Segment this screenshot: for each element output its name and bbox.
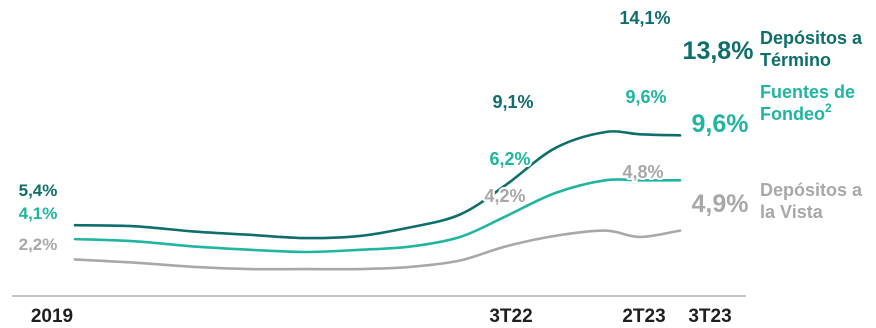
x-tick-label-2: 2T23 [622, 306, 665, 327]
data-label-fondeo-2: 9,6% [625, 87, 666, 107]
legend-termino: Depósitos a Término [760, 28, 863, 70]
data-label-fondeo-1: 6,2% [489, 149, 530, 169]
legend-fondeo: Fuentes de Fondeo2 [760, 82, 855, 124]
x-tick-label-3: 3T23 [688, 306, 731, 327]
series-termino: 5,4% 9,1% 14,1% 13,8% Depósitos a Término [17, 6, 863, 240]
data-label-vista-1: 4,2% [484, 186, 525, 206]
series-layer: 5,4% 9,1% 14,1% 13,8% Depósitos a Término 4,1%… [17, 6, 863, 271]
series-vista: 2,2% 4,2% 4,8% 4,9% Depósitos a la Vista [17, 160, 863, 271]
data-label-termino-2: 14,1% [619, 8, 670, 28]
data-label-vista-2: 4,8% [622, 162, 663, 182]
data-label-termino-0: 5,4% [19, 181, 58, 200]
end-label-fondeo: 9,6% [692, 110, 749, 138]
x-tick-label-0: 2019 [31, 306, 73, 327]
end-label-vista: 4,9% [692, 190, 749, 218]
data-label-vista-0: 2,2% [19, 235, 58, 254]
end-label-termino: 13,8% [683, 37, 754, 65]
series-line-vista [73, 229, 682, 271]
legend-vista: Depósitos a la Vista [760, 180, 863, 222]
series-line-termino [73, 130, 682, 240]
x-tick-label-1: 3T22 [489, 306, 532, 327]
series-line-fondeo [73, 178, 682, 254]
series-fondeo: 4,1% 6,2% 9,6% 9,6% Fuentes de Fondeo2 [17, 82, 855, 254]
x-tick-labels: 2019 3T22 2T23 3T23 [31, 306, 732, 327]
data-label-fondeo-0: 4,1% [19, 204, 58, 223]
data-label-termino-1: 9,1% [492, 92, 533, 112]
